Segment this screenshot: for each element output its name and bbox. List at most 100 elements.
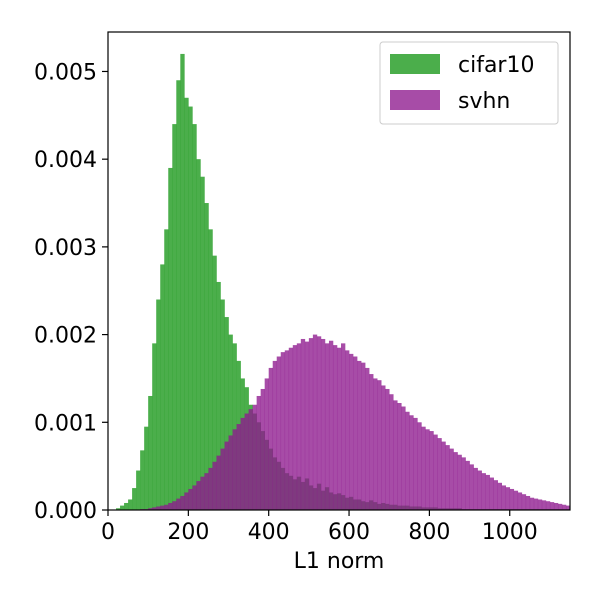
svhn-bar — [156, 506, 161, 510]
svhn-bar — [533, 498, 539, 510]
svhn-bar — [308, 338, 314, 510]
cifar10-bar — [180, 53, 185, 511]
cifar10-bar — [204, 203, 209, 510]
svhn-bar — [284, 350, 290, 510]
svhn-bar — [453, 452, 458, 510]
svhn-bar — [353, 356, 358, 510]
svhn-bar — [264, 378, 269, 510]
svhn-bar — [272, 360, 278, 510]
legend-label-svhn: svhn — [458, 89, 510, 114]
svhn-bar — [529, 497, 535, 510]
cifar10-bar — [132, 488, 137, 510]
svhn-bar — [389, 394, 394, 510]
svhn-bar — [224, 441, 229, 510]
y-axis: 0.000 0.001 0.002 0.003 0.004 0.005 — [34, 60, 108, 524]
svhn-bar — [489, 477, 494, 510]
svhn-bar — [168, 502, 173, 510]
svhn-bar — [397, 403, 402, 510]
svhn-bar — [513, 490, 519, 510]
svhn-bar — [433, 434, 438, 510]
svhn-bar — [196, 481, 201, 510]
cifar10-bar — [232, 343, 237, 510]
x-tick-label: 200 — [167, 520, 209, 545]
svhn-bar — [180, 495, 185, 510]
cifar10-bar — [188, 106, 193, 511]
svhn-bar — [409, 415, 414, 510]
svhn-bar — [324, 343, 330, 510]
cifar10-bar — [144, 426, 149, 510]
series-svhn — [140, 334, 571, 510]
svhn-bar — [236, 424, 241, 510]
y-tick-label: 0.004 — [34, 148, 97, 173]
x-axis-label: L1 norm — [294, 549, 385, 574]
svhn-bar — [300, 338, 306, 510]
svhn-bar — [172, 501, 177, 510]
svhn-bar — [192, 485, 197, 510]
svhn-bar — [328, 340, 334, 510]
cifar10-bar — [168, 167, 173, 510]
svhn-bar — [341, 343, 346, 510]
svhn-bar — [561, 504, 567, 510]
svhn-bar — [505, 487, 511, 510]
svhn-bar — [485, 474, 490, 510]
svhn-bar — [228, 435, 233, 510]
cifar10-bar — [208, 229, 213, 510]
svhn-bar — [405, 411, 410, 510]
svhn-bar — [248, 409, 253, 510]
cifar10-bar — [156, 299, 161, 510]
svhn-bar — [365, 367, 370, 510]
svhn-bar — [469, 464, 474, 510]
svhn-bar — [184, 492, 189, 510]
svhn-bar — [481, 473, 486, 510]
y-tick-label: 0.002 — [34, 324, 97, 349]
svhn-bar — [212, 461, 217, 510]
svhn-bar — [292, 345, 298, 510]
svhn-bar — [401, 406, 406, 510]
cifar10-bar — [152, 343, 157, 510]
svhn-bar — [553, 502, 559, 510]
svhn-bar — [537, 499, 543, 510]
svhn-bar — [557, 503, 563, 510]
svhn-bar — [256, 395, 261, 510]
cifar10-bar — [128, 499, 133, 510]
svhn-bar — [152, 507, 157, 510]
svhn-bar — [176, 498, 181, 510]
cifar10-bar — [212, 255, 217, 510]
svhn-bar — [336, 347, 342, 510]
svhn-bar — [268, 367, 274, 510]
svhn-bar — [473, 467, 478, 510]
x-tick-label: 600 — [328, 520, 370, 545]
svhn-bar — [541, 500, 547, 510]
svhn-bar — [316, 336, 322, 510]
cifar10-bar — [120, 505, 125, 510]
svhn-bar — [280, 352, 286, 510]
cifar10-bar — [136, 470, 141, 510]
svhn-bar — [497, 482, 503, 510]
svhn-bar — [441, 441, 446, 510]
svhn-bar — [477, 470, 482, 510]
svhn-bar — [148, 508, 153, 510]
svhn-bar — [220, 448, 225, 510]
x-tick-label: 0 — [101, 520, 115, 545]
svhn-bar — [525, 495, 531, 510]
x-axis: 0 200 400 600 800 1000 — [101, 510, 538, 545]
svhn-bar — [565, 505, 571, 510]
svhn-bar — [204, 473, 209, 510]
cifar10-bar — [164, 229, 169, 510]
cifar10-bar — [124, 502, 129, 510]
cifar10-bar — [184, 97, 189, 510]
svhn-bar — [385, 388, 390, 510]
cifar10-bar — [116, 508, 121, 510]
cifar10-bar — [160, 264, 165, 510]
svhn-bar — [413, 417, 418, 510]
svhn-bar — [509, 488, 515, 510]
cifar10-bar — [148, 395, 153, 510]
svhn-bar — [312, 334, 318, 510]
svhn-bar — [393, 400, 398, 510]
svhn-bar — [361, 362, 366, 510]
svhn-bar — [437, 438, 442, 510]
x-tick-label: 400 — [248, 520, 290, 545]
svhn-bar — [369, 374, 374, 510]
svhn-bar — [244, 413, 249, 510]
